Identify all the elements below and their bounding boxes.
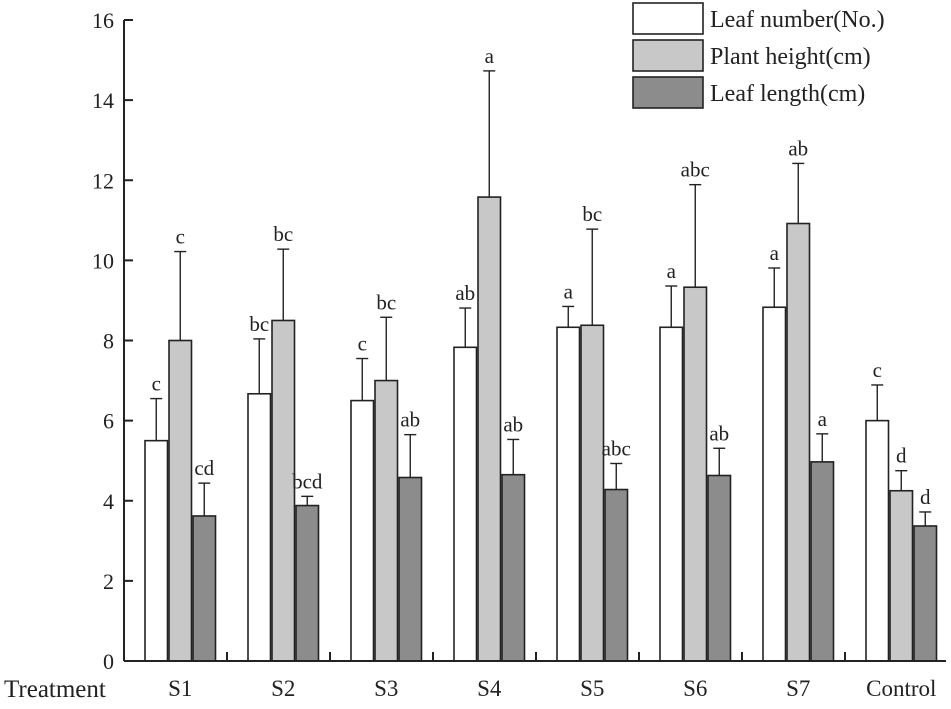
legend-label-2: Plant height(cm) — [710, 44, 871, 70]
bar-s1-series-1 — [144, 439, 169, 662]
y-tick-label: 0 — [103, 649, 114, 674]
bar-control-series-1 — [865, 419, 890, 662]
significance-letter: ab — [455, 281, 475, 305]
significance-letter: bc — [376, 290, 396, 314]
significance-letter: a — [667, 259, 677, 283]
significance-letter: c — [358, 332, 367, 356]
significance-letter: cd — [194, 456, 214, 480]
bar-s4-series-2 — [477, 196, 502, 662]
x-tick-label-s5: S5 — [580, 676, 604, 701]
legend-swatch-3 — [632, 76, 704, 109]
bar-s2-series-3 — [295, 504, 320, 662]
x-tick-label-s2: S2 — [271, 676, 295, 701]
bar-s1-series-3 — [192, 515, 217, 662]
significance-letter: abc — [681, 158, 710, 182]
significance-letter: bc — [582, 202, 602, 226]
x-axis-label: Treatment — [4, 676, 106, 703]
bar-control-series-2 — [889, 489, 914, 662]
bar-s7-series-3 — [810, 461, 835, 662]
significance-letter: bcd — [292, 469, 323, 493]
x-tick-label-control: Control — [866, 676, 936, 701]
significance-letter: a — [770, 241, 780, 265]
y-tick-label: 10 — [92, 248, 114, 273]
x-tick-label-s3: S3 — [374, 676, 398, 701]
x-tick-label-s7: S7 — [786, 676, 810, 701]
significance-letter: ab — [503, 412, 523, 436]
bar-s5-series-3 — [604, 488, 629, 662]
y-tick-label: 16 — [92, 8, 114, 33]
significance-letter: ab — [788, 136, 808, 160]
bar-s6-series-2 — [683, 286, 708, 662]
bar-s6-series-1 — [659, 326, 684, 662]
significance-letter: a — [485, 44, 495, 68]
bar-s7-series-2 — [786, 222, 811, 662]
significance-letter: c — [176, 225, 185, 249]
legend-swatch-2 — [632, 39, 704, 72]
bar-s7-series-1 — [762, 306, 787, 662]
significance-letter: a — [818, 407, 828, 431]
bar-control-series-3 — [913, 525, 938, 662]
bar-s4-series-1 — [453, 346, 478, 662]
bar-s5-series-2 — [580, 324, 605, 662]
bar-s2-series-1 — [247, 392, 272, 662]
y-tick-label: 2 — [103, 569, 114, 594]
bar-s5-series-1 — [556, 326, 581, 662]
legend-swatch-1 — [632, 2, 704, 35]
significance-letter: ab — [709, 421, 729, 445]
significance-letter: ab — [400, 408, 420, 432]
significance-letter: c — [152, 372, 161, 396]
x-tick-label-s6: S6 — [683, 676, 707, 701]
bar-s3-series-1 — [350, 399, 375, 662]
significance-letter: d — [896, 444, 907, 468]
significance-letter: abc — [602, 436, 631, 460]
legend-label-1: Leaf number(No.) — [710, 7, 885, 33]
legend: Leaf number(No.) Plant height(cm) Leaf len… — [632, 2, 885, 109]
y-tick-label: 14 — [92, 88, 114, 113]
legend-label-3: Leaf length(cm) — [710, 81, 865, 107]
bar-s1-series-2 — [168, 339, 193, 662]
significance-letter: d — [920, 485, 931, 509]
significance-letter: bc — [273, 222, 293, 246]
bar-s6-series-3 — [707, 474, 732, 662]
y-tick-label: 6 — [103, 409, 114, 434]
y-tick-label: 4 — [103, 489, 114, 514]
bar-s3-series-2 — [374, 379, 399, 662]
bar-s3-series-3 — [398, 476, 423, 662]
significance-letter: bc — [249, 312, 269, 336]
y-tick-label: 8 — [103, 329, 114, 354]
x-tick-label-s1: S1 — [168, 676, 192, 701]
x-tick-label-s4: S4 — [477, 676, 502, 701]
significance-letter: a — [564, 279, 574, 303]
axes: 0 2 4 6 8 10 12 14 16 S1 S2 S3 S4 S5 S6 S7 Control Treatm… — [4, 8, 946, 703]
y-tick-label: 12 — [92, 168, 114, 193]
significance-letter: c — [873, 358, 882, 382]
bar-s4-series-3 — [501, 473, 526, 662]
